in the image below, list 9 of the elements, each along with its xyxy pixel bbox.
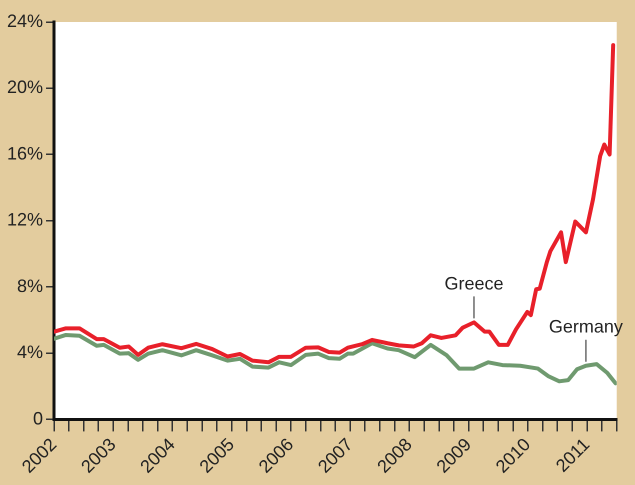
annotation: Greece — [444, 273, 504, 294]
y-tick-label: 16% — [6, 143, 44, 164]
y-tick-label: 20% — [6, 77, 44, 98]
y-tick-label: 0 — [33, 408, 44, 428]
y-tick-label: 4% — [17, 342, 44, 362]
y-tick-label: 12% — [6, 210, 44, 230]
y-tick-label: 24% — [6, 10, 44, 31]
annotation: Germany — [548, 316, 623, 337]
y-tick-label: 8% — [17, 276, 44, 296]
